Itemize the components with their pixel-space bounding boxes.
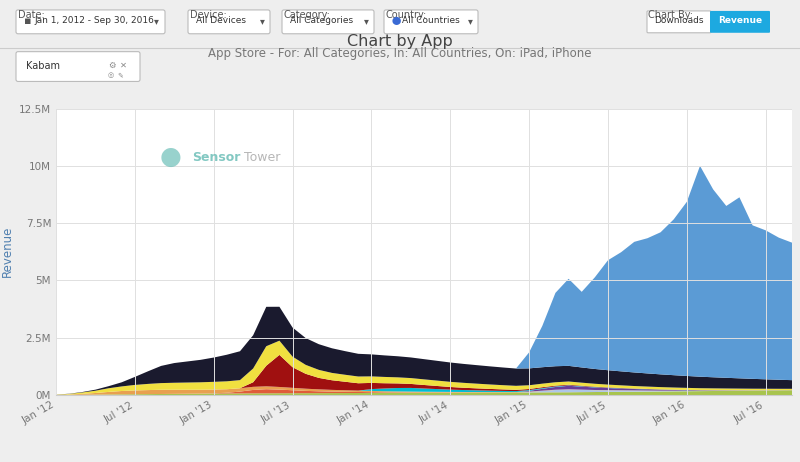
Text: Tower: Tower [244,151,280,164]
Text: Jan 1, 2012 - Sep 30, 2016: Jan 1, 2012 - Sep 30, 2016 [34,16,154,25]
FancyBboxPatch shape [282,10,374,34]
FancyBboxPatch shape [16,10,165,34]
Text: Chart by App: Chart by App [347,34,453,49]
FancyBboxPatch shape [188,10,270,34]
Text: Downloads: Downloads [654,16,704,25]
Text: All Categories: All Categories [290,16,353,25]
Text: ▾: ▾ [154,16,159,26]
Text: ●: ● [159,145,181,169]
Text: ✎: ✎ [117,73,123,79]
Text: Kabam: Kabam [26,61,60,71]
Text: Chart By:: Chart By: [648,10,693,20]
Y-axis label: Revenue: Revenue [1,226,14,278]
Text: Category:: Category: [284,10,331,20]
Text: ▪: ▪ [24,16,31,26]
Text: Date:: Date: [18,10,45,20]
FancyBboxPatch shape [647,11,711,33]
Text: ✕: ✕ [120,61,127,70]
Text: Country:: Country: [386,10,427,20]
Text: ⬤: ⬤ [392,16,402,25]
Text: Revenue: Revenue [718,16,762,25]
Text: All Devices: All Devices [196,16,246,25]
Text: ◎: ◎ [108,73,114,79]
Text: ⚙: ⚙ [108,61,115,70]
Text: ▾: ▾ [468,16,473,26]
Text: Device:: Device: [190,10,226,20]
FancyBboxPatch shape [384,10,478,34]
Text: All Countries: All Countries [402,16,460,25]
Text: ▾: ▾ [260,16,265,26]
FancyBboxPatch shape [16,52,140,81]
Text: ▾: ▾ [364,16,369,26]
Text: Sensor: Sensor [192,151,241,164]
FancyBboxPatch shape [710,11,770,33]
Text: App Store - For: All Categories, In: All Countries, On: iPad, iPhone: App Store - For: All Categories, In: All… [208,47,592,60]
